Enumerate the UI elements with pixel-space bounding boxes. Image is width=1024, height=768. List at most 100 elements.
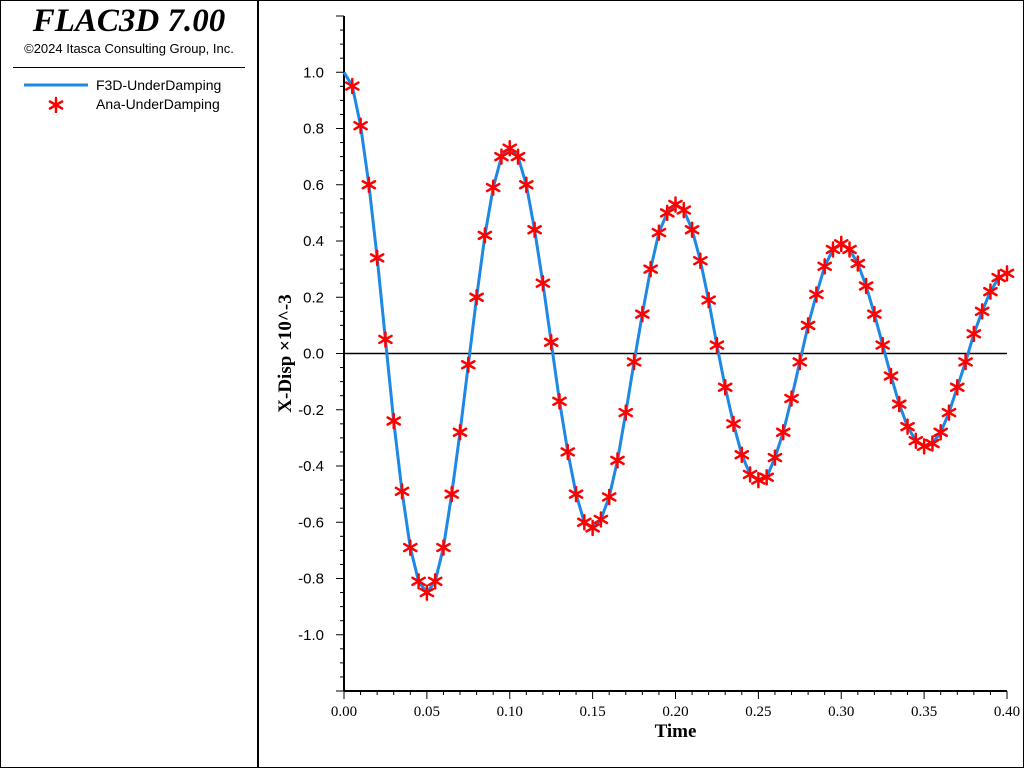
data-point-ana-underdamping	[427, 573, 443, 590]
data-point-ana-underdamping	[543, 334, 559, 351]
data-point-ana-underdamping	[759, 469, 775, 486]
series-f3d-underdamping	[342, 71, 1008, 595]
data-point-ana-underdamping	[601, 488, 617, 506]
data-point-ana-underdamping	[784, 390, 799, 407]
data-point-ana-underdamping	[817, 258, 833, 275]
data-point-ana-underdamping	[469, 289, 484, 306]
data-point-ana-underdamping	[485, 179, 501, 196]
data-point-ana-underdamping	[809, 286, 824, 303]
legend-divider	[13, 67, 245, 68]
data-point-ana-underdamping	[800, 317, 816, 334]
data-point-ana-underdamping	[875, 336, 891, 354]
data-point-ana-underdamping	[535, 274, 551, 292]
data-point-ana-underdamping	[925, 435, 940, 452]
data-point-ana-underdamping	[436, 539, 451, 556]
data-point-ana-underdamping	[344, 77, 360, 95]
data-point-ana-underdamping	[394, 483, 410, 500]
app-title: FLAC3D 7.00	[32, 3, 226, 39]
data-point-ana-underdamping	[659, 204, 675, 222]
axes-group: 1.0 0.8 0.6 0.4 0.2 0.0 -0.2 -0.4 -0.6 -0.8 -1.0 0.…	[275, 15, 1020, 742]
y-tick-label: 0.6	[303, 177, 324, 194]
data-point-ana-underdamping	[510, 148, 526, 165]
data-point-ana-underdamping	[386, 412, 402, 430]
data-point-ana-underdamping	[518, 176, 534, 193]
data-point-ana-underdamping	[444, 485, 460, 503]
data-point-ana-underdamping	[527, 221, 542, 238]
data-point-ana-underdamping	[643, 260, 658, 278]
data-point-ana-underdamping	[751, 471, 766, 489]
data-point-ana-underdamping	[585, 519, 600, 537]
data-point-ana-underdamping	[717, 379, 733, 396]
data-point-ana-underdamping	[842, 241, 857, 258]
data-point-ana-underdamping	[792, 353, 808, 371]
data-point-ana-underdamping	[701, 291, 716, 309]
data-point-ana-underdamping	[635, 305, 650, 323]
copyright-text: ©2024 Itasca Consulting Group, Inc.	[24, 41, 234, 56]
data-point-ana-underdamping	[999, 265, 1015, 282]
data-point-ana-underdamping	[402, 539, 418, 556]
data-point-ana-underdamping	[941, 404, 957, 421]
data-point-ana-underdamping	[958, 353, 973, 371]
plot-area: 1.0 0.8 0.6 0.4 0.2 0.0 -0.2 -0.4 -0.6 -0.8 -1.0 0.…	[275, 15, 1020, 742]
data-point-ana-underdamping	[858, 277, 874, 295]
legend-panel: FLAC3D 7.00 ©2024 Itasca Consulting Grou…	[1, 1, 259, 767]
x-tick-label: 0.30	[828, 704, 854, 720]
x-tick-label: 0.15	[580, 704, 606, 720]
x-tick-label: 0.40	[994, 704, 1020, 720]
data-point-ana-underdamping	[651, 224, 667, 241]
data-point-ana-underdamping	[949, 379, 965, 396]
data-point-ana-underdamping	[775, 424, 791, 441]
legend-asterisk-swatch	[48, 96, 64, 113]
y-tick-label: 0.8	[303, 121, 324, 138]
y-tick-label: -0.4	[298, 458, 324, 475]
y-tick-label: -0.2	[298, 402, 324, 419]
y-tick-label: -0.8	[298, 571, 324, 588]
x-tick-label: 0.10	[497, 704, 523, 720]
y-tick-label: 0.2	[303, 289, 324, 306]
data-point-ana-underdamping	[593, 511, 609, 528]
data-point-ana-underdamping	[693, 252, 708, 269]
y-tick-label: 0.4	[303, 233, 324, 250]
x-tick-label: 0.00	[331, 704, 357, 720]
x-tick-label: 0.20	[662, 704, 688, 720]
data-point-ana-underdamping	[825, 241, 841, 258]
data-point-ana-underdamping	[966, 325, 982, 343]
x-tick-label: 0.05	[414, 704, 440, 720]
data-point-ana-underdamping	[353, 117, 368, 134]
x-axis-title: Time	[655, 721, 697, 742]
data-point-ana-underdamping	[494, 148, 509, 165]
data-point-ana-underdamping	[552, 393, 567, 410]
data-point-ana-underdamping	[460, 356, 476, 373]
data-point-ana-underdamping	[900, 418, 915, 435]
data-point-ana-underdamping	[676, 201, 692, 219]
legend-line-swatch	[24, 83, 88, 87]
data-point-ana-underdamping	[452, 424, 468, 441]
data-point-ana-underdamping	[974, 303, 990, 320]
data-point-ana-underdamping	[867, 305, 882, 323]
y-tick-label: 1.0	[303, 64, 324, 81]
data-point-ana-underdamping	[916, 438, 932, 455]
data-point-ana-underdamping	[933, 424, 949, 441]
y-tick-label: 0.0	[303, 346, 324, 363]
data-point-ana-underdamping	[502, 139, 518, 157]
data-point-ana-underdamping	[726, 415, 741, 433]
data-point-ana-underdamping	[361, 176, 377, 193]
legend-label-ana-underdamping: Ana-UnderDamping	[96, 96, 220, 112]
data-point-ana-underdamping	[618, 404, 634, 421]
data-point-ana-underdamping	[576, 514, 592, 531]
data-point-ana-underdamping	[610, 452, 625, 469]
y-tick-label: -0.6	[298, 514, 324, 531]
y-axis-title: X-Disp ×10^-3	[275, 294, 296, 412]
data-point-ana-underdamping	[477, 227, 493, 244]
data-point-ana-underdamping	[891, 395, 907, 413]
data-point-ana-underdamping	[734, 446, 750, 463]
data-point-ana-underdamping	[767, 449, 783, 466]
data-point-ana-underdamping	[742, 466, 758, 483]
legend-asterisk-mark	[48, 96, 64, 113]
legend-item-ana-underdamping: Ana-UnderDamping	[21, 95, 251, 113]
data-point-ana-underdamping	[983, 283, 998, 300]
data-point-ana-underdamping	[709, 336, 725, 354]
data-point-ana-underdamping	[568, 485, 584, 503]
series-line-f3d-underdamping	[342, 71, 1008, 595]
